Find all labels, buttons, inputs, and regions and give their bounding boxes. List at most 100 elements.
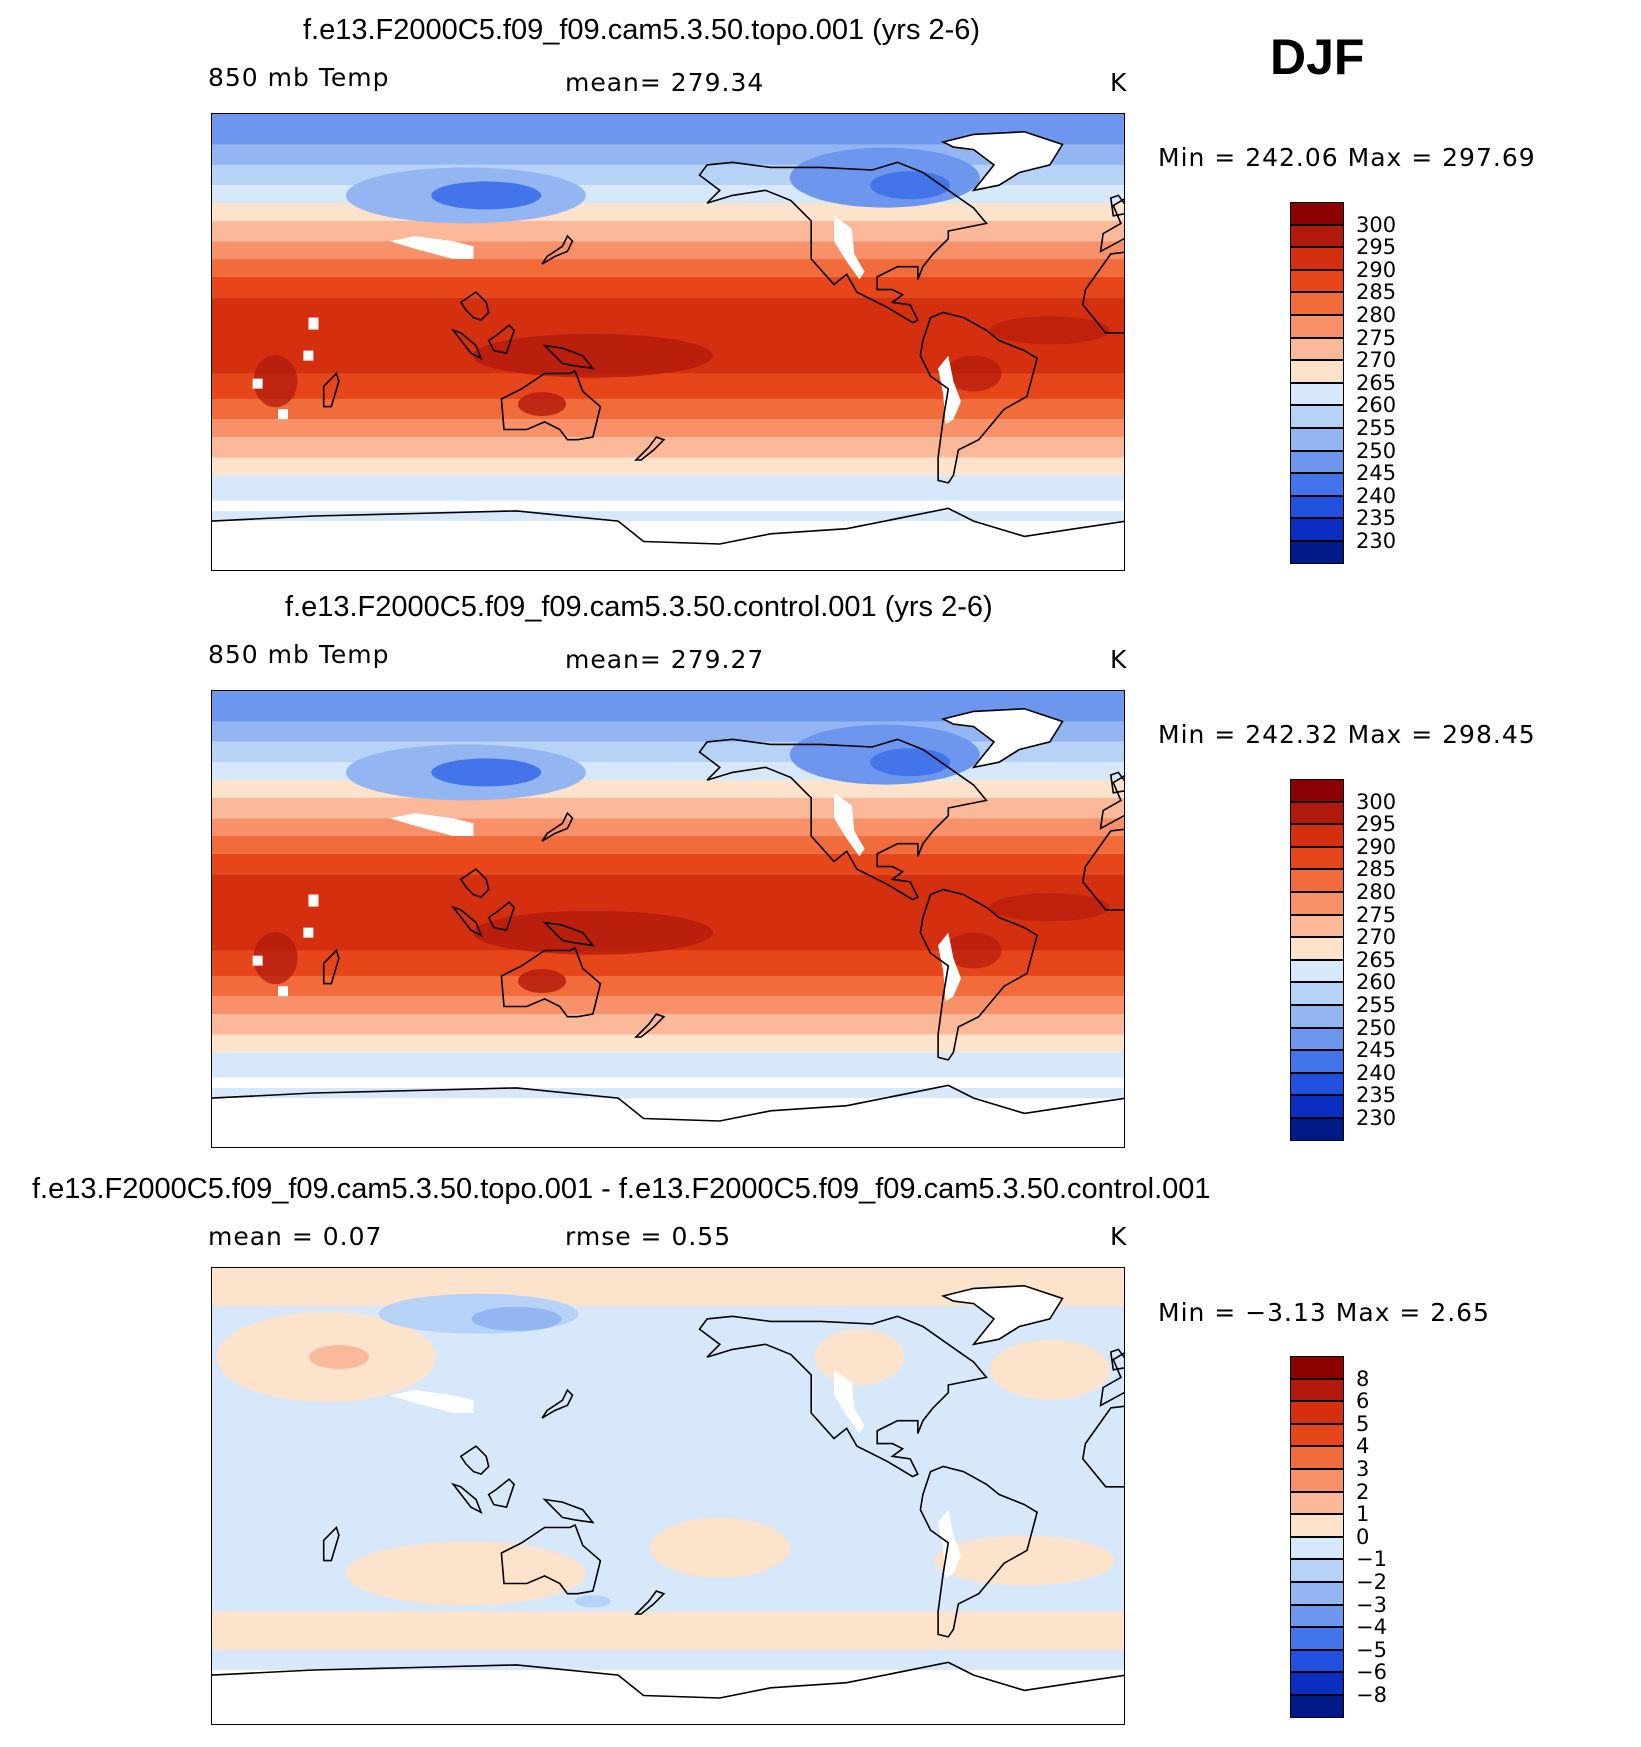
colorbar-swatch [1290, 1072, 1344, 1096]
panel-3-colorbar: 8 6 5 4 3 2 1 0 −1 −2 −3 −4 −5 −6 −8 [1290, 1356, 1387, 1718]
colorbar-tick-label: 6 [1356, 1389, 1370, 1414]
colorbar-swatch [1290, 1356, 1344, 1379]
colorbar-tick-label: 300 [1356, 789, 1397, 814]
colorbar-swatch [1290, 315, 1344, 338]
colorbar-swatch [1290, 959, 1344, 983]
colorbar-swatch [1290, 541, 1344, 564]
colorbar-tick-label: 280 [1356, 303, 1397, 327]
colorbar-swatch [1290, 382, 1344, 406]
colorbar-tick-label: −4 [1356, 1615, 1387, 1640]
panel-1-mean: mean= 279.34 [565, 68, 765, 97]
colorbar-tick-label: 270 [1356, 348, 1397, 373]
colorbar-tick-label: 4 [1356, 1434, 1370, 1459]
colorbar-tick-label: 8 [1356, 1366, 1370, 1391]
colorbar-tick-label: 235 [1356, 1083, 1397, 1108]
colorbar-swatch [1290, 779, 1344, 802]
panel-3-map [211, 1267, 1125, 1725]
panel-1-map [211, 113, 1125, 571]
colorbar-swatch [1290, 292, 1344, 315]
panel-1-left-label: 850 mb Temp [208, 63, 390, 92]
colorbar-swatch [1290, 1050, 1344, 1073]
colorbar-swatch [1290, 450, 1344, 474]
colorbar-tick-label: 250 [1356, 438, 1397, 463]
colorbar-swatch [1290, 405, 1344, 428]
colorbar-tick-label: 275 [1356, 902, 1397, 927]
map-canvas [212, 1268, 1124, 1724]
colorbar-tick-label: 300 [1356, 212, 1397, 237]
colorbar-swatch [1290, 1118, 1344, 1141]
colorbar-tick-label: 240 [1356, 1060, 1397, 1085]
map-canvas [212, 114, 1124, 570]
colorbar-tick-label: 260 [1356, 393, 1397, 418]
colorbar-swatch [1290, 247, 1344, 270]
colorbar-tick-label: 260 [1356, 970, 1397, 995]
colorbar-tick-label: 275 [1356, 325, 1397, 350]
colorbar-tick-label: 265 [1356, 370, 1397, 395]
colorbar-swatch [1290, 982, 1344, 1005]
colorbar-tick-label: −3 [1356, 1592, 1387, 1617]
colorbar-swatch [1290, 428, 1344, 451]
colorbar-swatch [1290, 1695, 1344, 1718]
colorbar-tick-label: 2 [1356, 1479, 1370, 1504]
colorbar-swatch [1290, 1514, 1344, 1537]
panel-1-title: f.e13.F2000C5.f09_f09.cam5.3.50.topo.001… [303, 14, 981, 46]
colorbar-tick-label: 5 [1356, 1411, 1370, 1436]
colorbar-swatch [1290, 1672, 1344, 1695]
colorbar-swatch [1290, 824, 1344, 847]
colorbar-swatch [1290, 1095, 1344, 1118]
panel-2-mean: mean= 279.27 [565, 645, 765, 674]
colorbar-swatch [1290, 801, 1344, 825]
map-canvas [212, 691, 1124, 1147]
colorbar-tick-label: 245 [1356, 1038, 1397, 1063]
colorbar-swatch [1290, 1401, 1344, 1424]
panel-1-units: K [1110, 68, 1128, 97]
colorbar-swatch [1290, 1027, 1344, 1051]
colorbar-swatch [1290, 337, 1344, 361]
colorbar-swatch [1290, 1469, 1344, 1492]
colorbar-tick-label: 230 [1356, 1106, 1397, 1130]
panel-2-colorbar: 300 295 290 285 280 275 270 265 260 255 250 245 240 2… [1290, 779, 1396, 1141]
colorbar-swatch [1290, 892, 1344, 915]
panel-2-left-label: 850 mb Temp [208, 640, 390, 669]
colorbar-swatch [1290, 1649, 1344, 1673]
panel-3-minmax: Min = −3.13 Max = 2.65 [1158, 1298, 1490, 1327]
panel-3-units: K [1110, 1222, 1128, 1251]
panel-2-map [211, 690, 1125, 1148]
panel-2-units: K [1110, 645, 1128, 674]
colorbar-tick-label: 290 [1356, 834, 1397, 859]
panel-1-minmax: Min = 242.06 Max = 297.69 [1158, 143, 1536, 172]
colorbar-tick-label: −1 [1356, 1547, 1387, 1572]
colorbar-tick-label: −8 [1356, 1683, 1387, 1707]
colorbar-swatch [1290, 360, 1344, 383]
colorbar-tick-label: 285 [1356, 280, 1397, 305]
colorbar-tick-label: 290 [1356, 257, 1397, 282]
panel-2-title: f.e13.F2000C5.f09_f09.cam5.3.50.control.… [285, 591, 993, 623]
panel-3-mean: mean = 0.07 [208, 1222, 383, 1251]
colorbar-tick-label: 270 [1356, 925, 1397, 950]
colorbar-tick-label: 245 [1356, 461, 1397, 486]
colorbar-tick-label: 250 [1356, 1015, 1397, 1040]
colorbar-swatch [1290, 1491, 1344, 1515]
colorbar-tick-label: −6 [1356, 1660, 1387, 1685]
panel-1-colorbar: 300 295 290 285 280 275 270 265 260 255 250 245 240 2… [1290, 202, 1396, 564]
colorbar-tick-label: 255 [1356, 993, 1397, 1017]
colorbar-tick-label: 265 [1356, 947, 1397, 972]
colorbar-swatch [1290, 1446, 1344, 1469]
colorbar-tick-label: 295 [1356, 812, 1397, 837]
colorbar-swatch [1290, 1559, 1344, 1582]
colorbar-tick-label: 285 [1356, 857, 1397, 882]
colorbar-tick-label: 1 [1356, 1502, 1370, 1527]
colorbar-swatch [1290, 269, 1344, 293]
colorbar-tick-label: −5 [1356, 1637, 1387, 1662]
colorbar-swatch [1290, 224, 1344, 248]
panel-3-title: f.e13.F2000C5.f09_f09.cam5.3.50.topo.001… [32, 1173, 1211, 1205]
colorbar-tick-label: 295 [1356, 235, 1397, 260]
colorbar-tick-label: 3 [1356, 1457, 1370, 1481]
colorbar-swatch [1290, 869, 1344, 892]
colorbar-swatch [1290, 937, 1344, 960]
panel-3-rmse: rmse = 0.55 [565, 1222, 732, 1251]
colorbar-swatch [1290, 1378, 1344, 1402]
colorbar-swatch [1290, 1423, 1344, 1447]
colorbar-swatch [1290, 495, 1344, 519]
colorbar-tick-label: 0 [1356, 1524, 1370, 1549]
